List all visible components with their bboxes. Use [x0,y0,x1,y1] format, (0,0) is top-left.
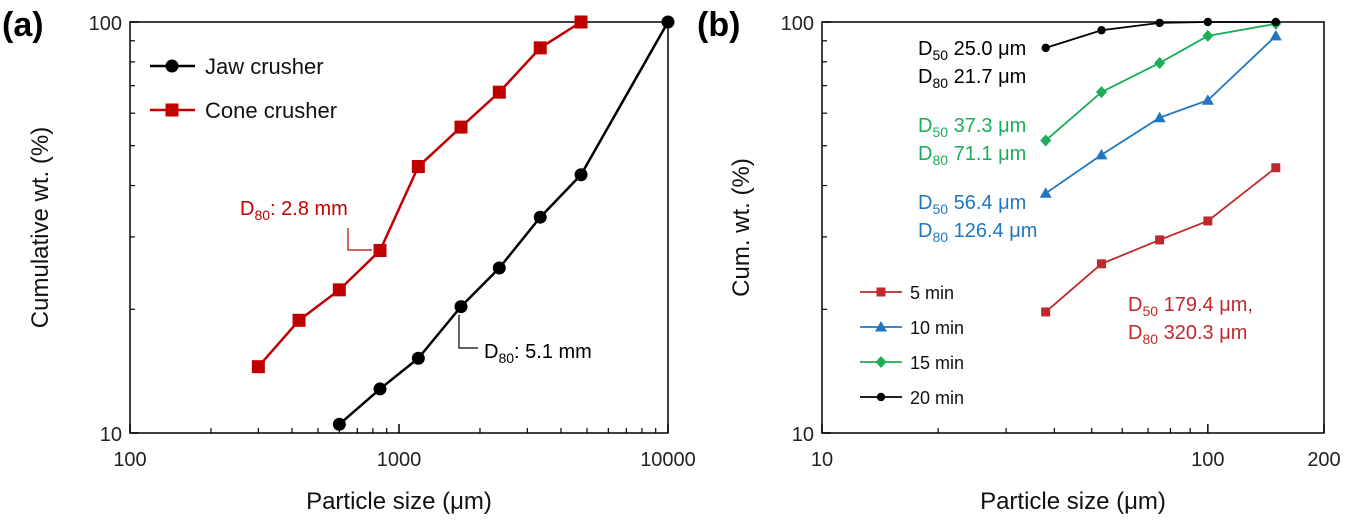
x-tick-label: 200 [1307,449,1340,471]
data-point [1271,17,1280,27]
data-point [411,351,425,365]
x-tick-label: 100 [1191,449,1224,471]
data-point [1155,18,1164,28]
data-point [1095,86,1107,99]
annotation-20min-line-0: D50 25.0 μm [918,38,1026,63]
data-point [251,360,265,374]
series-cone-crusher [251,15,588,374]
series-5-min [1041,163,1281,317]
data-point [533,210,547,224]
annotation-10min-line-0: D50 56.4 μm [918,192,1026,217]
annotation-15min-line-1: D80 71.1 μm [918,143,1026,168]
data-point [574,15,588,29]
data-point [1201,94,1214,105]
chart-panel-b: 10 100 200 10 100 Particle size (μm) Cum. wt. … [697,6,1341,515]
plot-area [129,21,669,434]
legend-label: Cone crusher [205,98,337,123]
legend-marker [876,392,886,402]
data-point [492,261,506,275]
series-jaw-crusher [332,15,675,431]
series-line [1045,22,1276,142]
annotation-15min-line-0: D50 37.3 μm [918,115,1026,140]
series-15-min [1040,17,1282,147]
legend-marker [165,103,179,117]
data-point [1202,29,1214,42]
legend-marker [876,287,886,297]
y-tick-label: 10 [792,424,814,446]
legend-marker [875,356,887,368]
data-point [1154,56,1166,69]
annotation-10min-line-1: D80 126.4 μm [918,220,1037,245]
data-point [1153,111,1166,123]
x-tick-label: 10 [811,449,833,471]
x-axis-label: Particle size (μm) [980,488,1166,515]
y-axis-label: Cumulative wt. (%) [27,127,54,328]
x-tick-label: 10000 [640,449,696,471]
data-point [332,283,346,297]
data-point [292,313,306,327]
y-axis-label: Cum. wt. (%) [728,158,755,297]
data-point [1271,163,1281,173]
data-point [1041,43,1050,53]
series-20-min [1041,17,1280,53]
y-tick-label: 100 [781,13,814,35]
annotation-leader [347,228,373,251]
data-point [1203,216,1213,226]
data-point [1155,235,1165,245]
legend: Jaw crusher Cone crusher [150,54,337,123]
data-point [492,85,506,99]
legend-label: 5 min [910,283,954,303]
data-point [411,160,425,174]
annotation-leader [458,314,478,349]
legend-marker [875,321,887,332]
x-axis-label: Particle size (μm) [306,488,492,515]
panel-label: (b) [697,6,740,44]
annotation-jaw-d80: D80: 5.1 mm [484,341,592,366]
data-point [1203,17,1213,27]
series-10-min [1039,29,1282,198]
legend-label: 20 min [910,388,964,408]
x-tick-label: 100 [113,449,146,471]
annotation-cone-d80: D80: 2.8 mm [240,198,348,223]
data-point [373,243,387,257]
annotation-20min-line-1: D80 21.7 μm [918,66,1026,91]
panel-label: (a) [2,6,44,44]
data-point [373,382,387,396]
data-point [1269,29,1282,41]
legend-label: Jaw crusher [205,54,324,79]
data-point [1039,187,1052,198]
data-point [454,300,468,314]
chart-panel-a: 100 1000 10000 10 100 Particle size (μm) Cumul… [2,6,696,515]
annotations: D80: 2.8 mm D80: 5.1 mm [240,198,592,366]
data-point [1096,259,1106,269]
data-point [574,168,588,182]
data-point [454,120,468,134]
legend-label: 15 min [910,353,964,373]
annotation-5min-line-1: D80 320.3 μm [1128,322,1247,347]
y-tick-label: 10 [100,424,122,446]
data-point [661,15,675,29]
data-point [533,41,547,55]
data-point [1040,134,1052,147]
legend-label: 10 min [910,318,964,338]
series-line [338,21,670,426]
legend: 5 min 10 min 15 min 20 min [860,283,964,408]
data-point [1095,148,1108,160]
legend-marker [165,59,179,73]
annotations: D50 25.0 μm D80 21.7 μm D50 37.3 μm D80 71.… [918,38,1253,347]
data-point [1097,26,1106,35]
data-point [1041,307,1051,317]
data-point [332,417,346,431]
plot-area [821,21,1325,434]
y-tick-label: 100 [89,13,122,35]
x-tick-label: 1000 [377,449,422,471]
annotation-5min-line-0: D50 179.4 μm, [1128,294,1253,319]
